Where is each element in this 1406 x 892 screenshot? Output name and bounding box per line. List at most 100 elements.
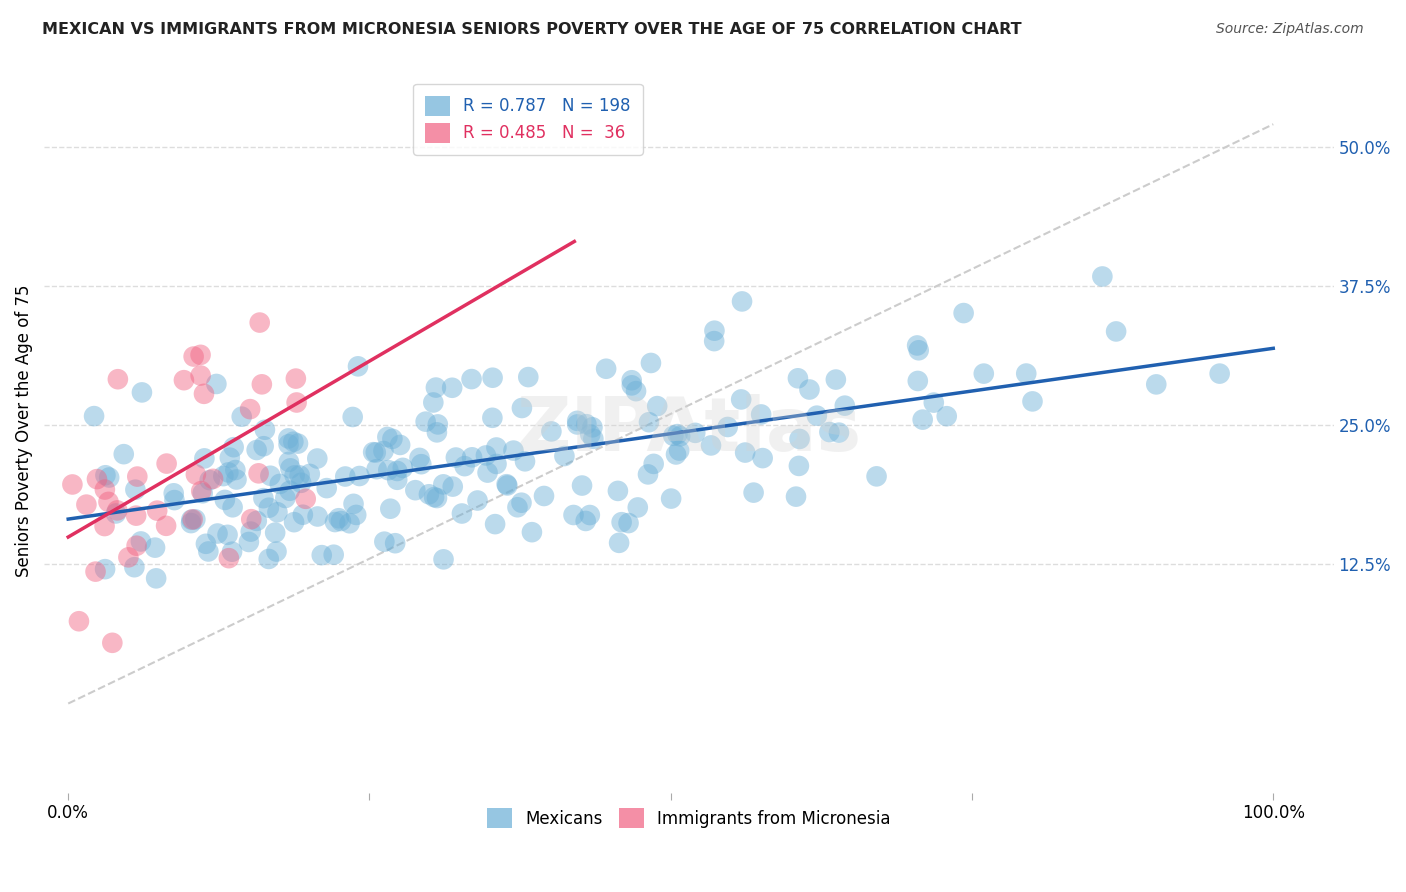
Point bbox=[973, 367, 995, 381]
Point bbox=[342, 409, 364, 424]
Point bbox=[751, 451, 773, 466]
Point bbox=[288, 468, 311, 483]
Point bbox=[381, 432, 404, 446]
Point bbox=[502, 443, 524, 458]
Point bbox=[190, 368, 212, 383]
Point bbox=[180, 513, 202, 527]
Point bbox=[865, 469, 887, 483]
Point bbox=[562, 508, 585, 522]
Point bbox=[105, 503, 128, 517]
Point bbox=[214, 492, 236, 507]
Point bbox=[730, 392, 752, 407]
Point bbox=[274, 491, 297, 505]
Point bbox=[444, 450, 467, 465]
Point bbox=[517, 370, 540, 384]
Point bbox=[385, 464, 408, 478]
Point bbox=[94, 483, 117, 497]
Point bbox=[423, 490, 446, 504]
Point bbox=[513, 454, 536, 468]
Point bbox=[453, 459, 475, 474]
Point bbox=[373, 444, 395, 458]
Point bbox=[475, 449, 498, 463]
Point bbox=[155, 518, 177, 533]
Point bbox=[269, 477, 291, 491]
Point bbox=[246, 514, 269, 528]
Point bbox=[432, 552, 454, 566]
Point bbox=[627, 500, 650, 515]
Point bbox=[806, 409, 828, 423]
Point bbox=[373, 534, 395, 549]
Point bbox=[342, 497, 364, 511]
Point bbox=[540, 425, 562, 439]
Point bbox=[104, 507, 127, 521]
Point bbox=[349, 469, 371, 483]
Point bbox=[217, 528, 239, 542]
Point bbox=[287, 436, 309, 450]
Point bbox=[481, 410, 503, 425]
Point bbox=[264, 525, 287, 540]
Point bbox=[329, 514, 352, 528]
Point bbox=[240, 512, 263, 526]
Point bbox=[225, 473, 247, 487]
Point bbox=[935, 409, 957, 424]
Point bbox=[190, 348, 212, 362]
Point bbox=[221, 544, 243, 558]
Point bbox=[335, 469, 357, 483]
Point bbox=[218, 450, 240, 465]
Point bbox=[637, 467, 659, 482]
Point bbox=[184, 512, 207, 526]
Point bbox=[366, 462, 388, 476]
Point bbox=[298, 467, 321, 481]
Point bbox=[484, 517, 506, 532]
Point bbox=[389, 438, 412, 452]
Point bbox=[307, 509, 329, 524]
Point bbox=[249, 316, 271, 330]
Point bbox=[253, 423, 276, 437]
Point bbox=[315, 481, 337, 495]
Point bbox=[408, 450, 430, 465]
Point bbox=[266, 505, 288, 519]
Point bbox=[277, 431, 299, 445]
Point bbox=[426, 425, 449, 440]
Point bbox=[391, 461, 413, 475]
Point bbox=[907, 343, 929, 358]
Point bbox=[703, 334, 725, 348]
Point bbox=[617, 516, 640, 530]
Point bbox=[426, 417, 449, 432]
Point bbox=[218, 551, 240, 566]
Point bbox=[84, 565, 107, 579]
Point bbox=[510, 496, 533, 510]
Point bbox=[742, 485, 765, 500]
Point bbox=[575, 417, 598, 432]
Point bbox=[146, 503, 169, 517]
Text: MEXICAN VS IMMIGRANTS FROM MICRONESIA SENIORS POVERTY OVER THE AGE OF 75 CORRELA: MEXICAN VS IMMIGRANTS FROM MICRONESIA SE… bbox=[42, 22, 1022, 37]
Point bbox=[734, 445, 756, 459]
Point bbox=[666, 427, 689, 442]
Point bbox=[624, 384, 647, 399]
Point bbox=[418, 487, 440, 501]
Point bbox=[1021, 394, 1043, 409]
Point bbox=[202, 472, 225, 486]
Point bbox=[387, 473, 409, 487]
Point bbox=[131, 385, 153, 400]
Point bbox=[101, 636, 124, 650]
Point bbox=[361, 445, 384, 459]
Point bbox=[124, 560, 146, 574]
Point bbox=[567, 414, 589, 428]
Point bbox=[460, 372, 482, 386]
Point bbox=[307, 451, 329, 466]
Point bbox=[253, 439, 276, 453]
Point bbox=[575, 514, 598, 528]
Point bbox=[347, 359, 370, 374]
Point bbox=[259, 468, 281, 483]
Point bbox=[662, 429, 685, 443]
Point bbox=[553, 449, 575, 463]
Point bbox=[606, 483, 628, 498]
Point bbox=[620, 373, 643, 387]
Point bbox=[98, 470, 121, 484]
Y-axis label: Seniors Poverty Over the Age of 75: Seniors Poverty Over the Age of 75 bbox=[15, 285, 32, 577]
Point bbox=[717, 420, 740, 434]
Point bbox=[129, 534, 152, 549]
Point bbox=[62, 477, 84, 491]
Point bbox=[181, 512, 204, 526]
